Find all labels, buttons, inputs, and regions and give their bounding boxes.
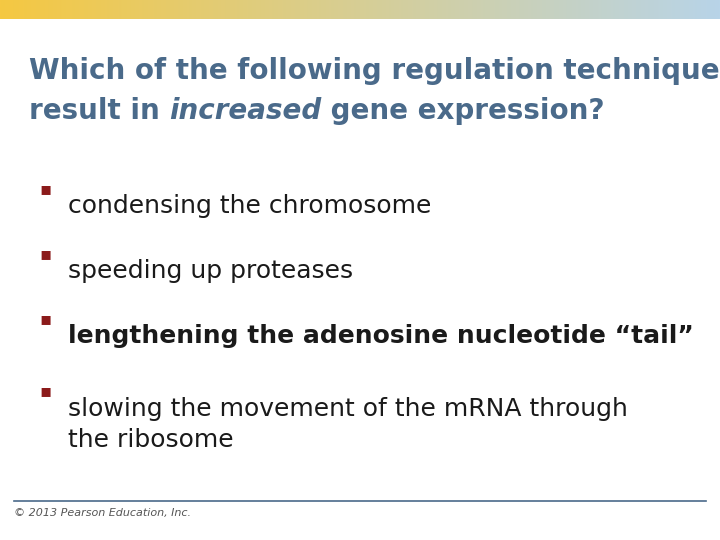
Text: increased: increased xyxy=(169,97,321,125)
Text: speeding up proteases: speeding up proteases xyxy=(68,259,354,283)
Text: Which of the following regulation techniques will: Which of the following regulation techni… xyxy=(29,57,720,85)
Text: lengthening the adenosine nucleotide “tail”: lengthening the adenosine nucleotide “ta… xyxy=(68,324,694,348)
Text: condensing the chromosome: condensing the chromosome xyxy=(68,194,432,218)
Text: result in: result in xyxy=(29,97,169,125)
Text: gene expression?: gene expression? xyxy=(321,97,605,125)
Text: slowing the movement of the mRNA through
the ribosome: slowing the movement of the mRNA through… xyxy=(68,397,629,451)
Text: ▪: ▪ xyxy=(40,245,52,263)
Text: ▪: ▪ xyxy=(40,382,52,401)
Text: ▪: ▪ xyxy=(40,309,52,328)
Text: © 2013 Pearson Education, Inc.: © 2013 Pearson Education, Inc. xyxy=(14,508,192,518)
Text: ▪: ▪ xyxy=(40,180,52,198)
